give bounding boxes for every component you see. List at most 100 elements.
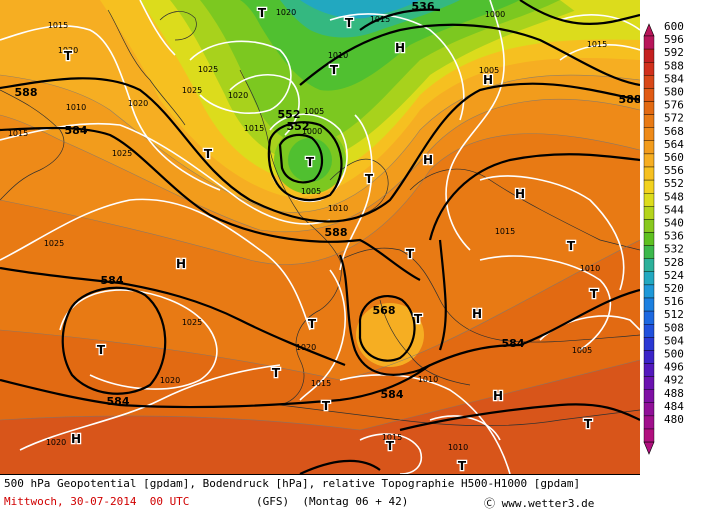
isobar-label: 1010: [448, 443, 468, 452]
isobar-label: 1025: [182, 86, 202, 95]
isobar-label: 1015: [382, 433, 402, 442]
legend-value: 568: [664, 125, 684, 138]
legend-value: 584: [664, 72, 684, 85]
legend-value: 596: [664, 33, 684, 46]
low-pressure-center: T: [308, 317, 317, 331]
isobar-label: 1025: [44, 239, 64, 248]
isobar-label: 1015: [495, 227, 515, 236]
legend-swatch: [643, 140, 655, 155]
height-contour-label: 584: [381, 388, 404, 401]
legend-value: 516: [664, 295, 684, 308]
legend-swatch: [643, 428, 655, 443]
legend-swatch: [643, 75, 655, 89]
high-pressure-center: H: [71, 432, 81, 446]
isobar-label: 1020: [128, 99, 148, 108]
legend-value: 580: [664, 86, 684, 99]
legend-swatch: [643, 402, 655, 417]
legend-swatch: [643, 297, 655, 312]
isobar-label: 1020: [160, 376, 180, 385]
low-pressure-center: T: [406, 247, 415, 261]
high-pressure-center: H: [483, 73, 493, 87]
height-contour-label: 536: [412, 0, 435, 13]
height-contour-label: 584: [502, 337, 525, 350]
high-pressure-center: H: [395, 41, 405, 55]
legend-value: 540: [664, 217, 684, 230]
legend-swatch: [643, 363, 655, 377]
legend-swatch: [643, 192, 655, 207]
legend-swatch: [643, 389, 655, 404]
legend-value: 480: [664, 413, 684, 426]
legend-swatch: [643, 415, 655, 430]
pressure-labels: 1015 1020 1015 1010 1020 1025 1025 1025 1020 1015…: [8, 8, 607, 452]
isobar-label: 1020: [46, 438, 66, 447]
isobar-label: 1010: [328, 51, 348, 60]
isobar-label: 1005: [301, 187, 321, 196]
isobar-label: 1020: [58, 46, 78, 55]
isobar-label: 1015: [48, 21, 68, 30]
low-pressure-center: T: [386, 439, 395, 453]
legend-value: 592: [664, 46, 684, 59]
legend-value: 588: [664, 59, 684, 72]
legend-value: 512: [664, 308, 684, 321]
isobar-label: 1025: [112, 149, 132, 158]
low-pressure-center: T: [258, 6, 267, 20]
height-contour-label: 584: [65, 124, 88, 137]
legend-swatch: [643, 88, 655, 102]
legend-value: 492: [664, 374, 684, 387]
coastlines: [0, 9, 640, 427]
legend-swatch: [643, 101, 655, 115]
legend-value: 496: [664, 361, 684, 374]
height-contour-label: 552: [287, 120, 310, 133]
legend-swatch: [643, 179, 655, 194]
high-pressure-center: H: [423, 153, 433, 167]
low-pressure-center: T: [330, 63, 339, 77]
legend-value: 556: [664, 164, 684, 177]
isobar-label: 1025: [182, 318, 202, 327]
legend-value: 488: [664, 387, 684, 400]
legend-value: 552: [664, 177, 684, 190]
legend-swatch: [643, 48, 655, 63]
legend-value: 544: [664, 203, 684, 216]
legend-value: 548: [664, 190, 684, 203]
caption-date: Mittwoch, 30-07-2014 00 UTC: [4, 495, 190, 508]
height-contour-label: 584: [107, 395, 130, 408]
legend-value: 532: [664, 243, 684, 256]
legend-value: 600: [664, 20, 684, 33]
isobar-label: 1020: [228, 91, 248, 100]
height-contour-label: 588: [325, 226, 348, 239]
legend-value: 508: [664, 321, 684, 334]
isobar-label: 1015: [8, 129, 28, 138]
legend-swatch: [643, 206, 655, 220]
height-contour-label: 568: [373, 304, 396, 317]
height-contour-label: 584: [101, 274, 124, 287]
legend-arrow-top: [643, 23, 655, 37]
legend-swatch: [643, 166, 655, 181]
legend-bar: [643, 23, 655, 455]
legend-swatch: [643, 376, 655, 390]
isobar-label: 1015: [311, 379, 331, 388]
legend-value: 528: [664, 256, 684, 269]
isobar-label: 1010: [580, 264, 600, 273]
pressure-center-labels: T T T H T H T T T H H T T H T T H T T T H T H T T T: [63, 5, 601, 474]
legend-swatch: [643, 350, 655, 364]
low-pressure-center: T: [345, 16, 354, 30]
legend-value: 500: [664, 348, 684, 361]
isobar-label: 1005: [572, 346, 592, 355]
legend-swatch: [643, 127, 655, 141]
legend-swatch: [643, 245, 655, 259]
high-pressure-center: H: [515, 187, 525, 201]
band-576: [0, 360, 640, 474]
caption-model-run: (GFS) (Montag 06 + 42): [256, 495, 409, 508]
low-pressure-center: T: [414, 312, 423, 326]
low-pressure-center: T: [97, 343, 106, 357]
low-pressure-center: T: [365, 172, 374, 186]
low-pressure-center: T: [590, 287, 599, 301]
legend-arrow-bottom: [643, 441, 655, 455]
legend-values: 6005965925885845805765725685645605565525…: [664, 20, 684, 426]
low-pressure-center: T: [322, 399, 331, 413]
isobar-label: 1015: [244, 124, 264, 133]
caption-variables: 500 hPa Geopotential [gpdam], Bodendruck…: [4, 477, 581, 490]
low-pressure-center: T: [204, 147, 213, 161]
height-contour-label: 588: [15, 86, 38, 99]
